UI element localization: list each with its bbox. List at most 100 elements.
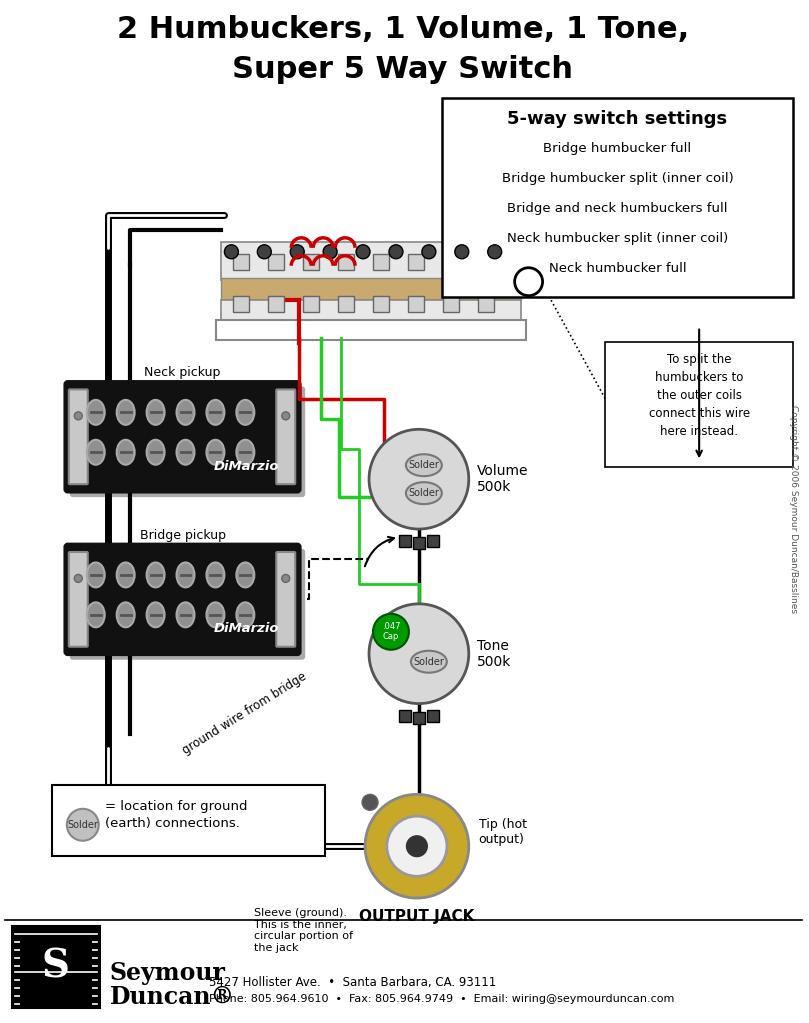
Text: Tone
500k: Tone 500k [477, 638, 511, 669]
Bar [12, 926, 100, 1008]
Circle shape [323, 244, 337, 259]
Text: Solder: Solder [413, 657, 444, 667]
Text: Bridge humbucker split (inner coil): Bridge humbucker split (inner coil) [502, 172, 733, 185]
Circle shape [362, 794, 378, 810]
Text: ground wire from bridge: ground wire from bridge [180, 670, 309, 757]
Bar [478, 254, 493, 270]
Bar [222, 277, 521, 300]
Text: 5427 Hollister Ave.  •  Santa Barbara, CA. 93111: 5427 Hollister Ave. • Santa Barbara, CA.… [210, 976, 497, 989]
Bar [373, 296, 389, 312]
Circle shape [373, 614, 409, 650]
Text: S: S [42, 948, 70, 986]
Ellipse shape [206, 603, 224, 627]
FancyBboxPatch shape [605, 342, 793, 468]
Bar [222, 300, 521, 321]
Text: Super 5 Way Switch: Super 5 Way Switch [232, 55, 574, 84]
Circle shape [282, 575, 290, 582]
Circle shape [369, 430, 468, 529]
Circle shape [282, 412, 290, 419]
Ellipse shape [146, 563, 164, 587]
FancyBboxPatch shape [69, 390, 87, 484]
Circle shape [74, 412, 83, 419]
Circle shape [515, 268, 543, 296]
FancyBboxPatch shape [65, 544, 300, 655]
Ellipse shape [236, 400, 254, 425]
Bar [222, 241, 521, 279]
Text: Neck humbucker split (inner coil): Neck humbucker split (inner coil) [506, 232, 728, 244]
Circle shape [387, 816, 447, 877]
Ellipse shape [146, 440, 164, 464]
FancyBboxPatch shape [70, 387, 305, 497]
Circle shape [257, 244, 271, 259]
Bar [338, 296, 354, 312]
Bar [478, 296, 493, 312]
Text: Bridge pickup: Bridge pickup [139, 529, 226, 542]
Ellipse shape [87, 400, 104, 425]
Ellipse shape [176, 440, 194, 464]
Text: Volume
500k: Volume 500k [477, 464, 528, 494]
Circle shape [488, 244, 502, 259]
Bar [303, 296, 320, 312]
Ellipse shape [406, 482, 442, 504]
Text: Seymour
Duncan®: Seymour Duncan® [110, 961, 235, 1009]
Ellipse shape [236, 603, 254, 627]
Bar [373, 254, 389, 270]
FancyBboxPatch shape [69, 552, 87, 647]
Ellipse shape [87, 563, 104, 587]
Bar [338, 254, 354, 270]
Text: Solder: Solder [409, 488, 439, 498]
Text: Bridge humbucker full: Bridge humbucker full [544, 142, 692, 155]
Text: Neck pickup: Neck pickup [144, 366, 221, 380]
Ellipse shape [116, 440, 134, 464]
Bar [269, 254, 284, 270]
Bar [20, 974, 91, 1006]
Text: DiMarzio: DiMarzio [214, 622, 279, 635]
Bar [303, 254, 320, 270]
Ellipse shape [411, 651, 447, 673]
Bar [413, 712, 425, 723]
Ellipse shape [146, 400, 164, 425]
Bar [217, 319, 526, 340]
Text: OUTPUT JACK: OUTPUT JACK [359, 908, 475, 924]
Bar [427, 710, 438, 721]
Text: Solder: Solder [67, 819, 98, 830]
Bar [20, 936, 91, 968]
Bar [413, 537, 425, 549]
Bar [408, 296, 424, 312]
Ellipse shape [406, 454, 442, 476]
Ellipse shape [206, 400, 224, 425]
Circle shape [290, 244, 304, 259]
FancyBboxPatch shape [276, 552, 295, 647]
Text: = location for ground
(earth) connections.: = location for ground (earth) connection… [104, 800, 248, 831]
Text: 2 Humbuckers, 1 Volume, 1 Tone,: 2 Humbuckers, 1 Volume, 1 Tone, [116, 15, 689, 44]
Bar [399, 535, 411, 547]
FancyBboxPatch shape [442, 98, 793, 297]
Bar [233, 296, 249, 312]
Ellipse shape [146, 603, 164, 627]
Circle shape [224, 244, 239, 259]
Text: DiMarzio: DiMarzio [214, 459, 279, 473]
Ellipse shape [236, 563, 254, 587]
Ellipse shape [116, 563, 134, 587]
Circle shape [365, 794, 468, 898]
Text: 5-way switch settings: 5-way switch settings [507, 110, 727, 128]
Text: Neck humbucker full: Neck humbucker full [549, 262, 686, 275]
FancyBboxPatch shape [65, 382, 300, 492]
Ellipse shape [176, 400, 194, 425]
Ellipse shape [206, 563, 224, 587]
Text: Bridge and neck humbuckers full: Bridge and neck humbuckers full [507, 202, 727, 215]
Circle shape [67, 809, 99, 841]
Bar [443, 296, 459, 312]
Bar [408, 254, 424, 270]
Text: Solder: Solder [409, 460, 439, 471]
Circle shape [74, 575, 83, 582]
Ellipse shape [176, 563, 194, 587]
Ellipse shape [87, 603, 104, 627]
Bar [427, 535, 438, 547]
Text: Sleeve (ground).
This is the inner,
circular portion of
the jack: Sleeve (ground). This is the inner, circ… [254, 908, 353, 952]
Text: Tip (hot
output): Tip (hot output) [479, 818, 527, 846]
Bar [399, 710, 411, 721]
Text: Phone: 805.964.9610  •  Fax: 805.964.9749  •  Email: wiring@seymourduncan.com: Phone: 805.964.9610 • Fax: 805.964.9749 … [210, 993, 675, 1004]
Ellipse shape [116, 400, 134, 425]
Text: Copyright © 2006 Seymour Duncan/Basslines: Copyright © 2006 Seymour Duncan/Bassline… [789, 405, 798, 613]
